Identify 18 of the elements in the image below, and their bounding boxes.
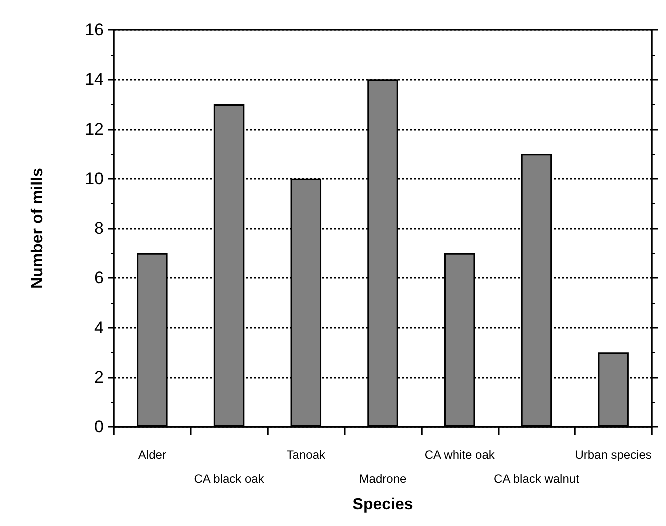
x-tick-label: CA black walnut [494, 472, 580, 486]
y-tick-label: 4 [94, 318, 104, 338]
x-tick-label: Urban species [575, 448, 652, 462]
y-tick-label: 2 [94, 368, 104, 387]
x-tick-label: Madrone [359, 472, 407, 486]
x-axis-title: Species [352, 496, 414, 514]
x-tick-label: Tanoak [286, 448, 326, 462]
x-tick-label: CA black oak [194, 472, 266, 486]
y-axis-title: Number of mills [30, 168, 46, 289]
y-tick-label: 8 [94, 219, 104, 238]
y-tick-label: 6 [94, 268, 104, 288]
y-tick-label: 16 [85, 20, 104, 40]
y-tick-label: 14 [85, 70, 104, 90]
y-tick-label: 10 [85, 169, 104, 188]
x-tick-label: Alder [138, 448, 166, 462]
x-tick-label: CA white oak [424, 448, 496, 462]
y-tick-label: 12 [85, 120, 104, 139]
y-tick-label: 0 [94, 418, 104, 436]
